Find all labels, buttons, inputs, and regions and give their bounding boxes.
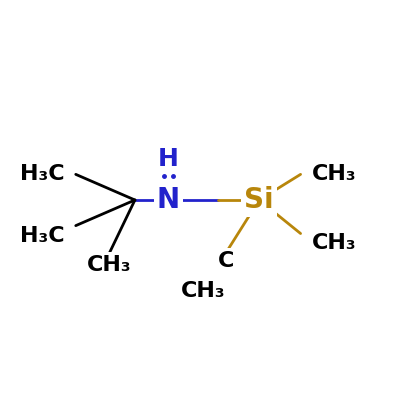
Text: H₃C: H₃C [20,226,64,246]
Text: CH₃: CH₃ [312,164,356,184]
Text: CH₃: CH₃ [312,233,356,253]
Text: CH₃: CH₃ [87,255,132,275]
Text: CH₃: CH₃ [181,281,226,301]
Text: N: N [157,186,180,214]
Text: Si: Si [244,186,274,214]
Text: C: C [218,251,234,271]
Text: H: H [158,146,179,170]
Text: H₃C: H₃C [20,164,64,184]
